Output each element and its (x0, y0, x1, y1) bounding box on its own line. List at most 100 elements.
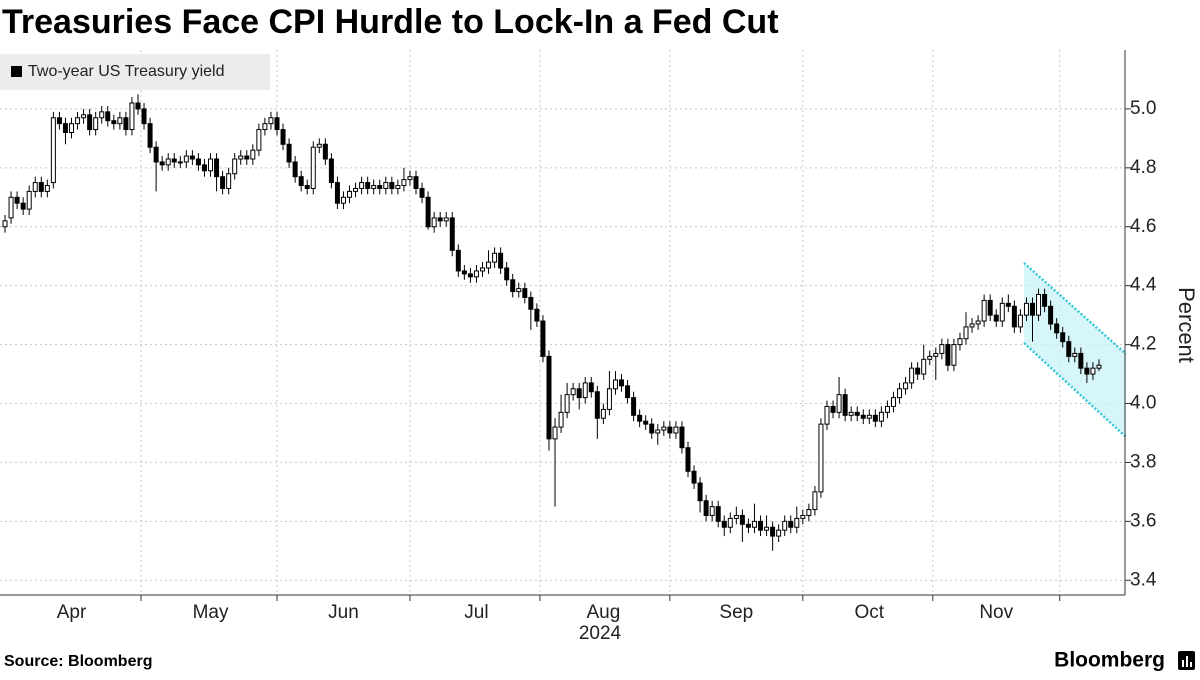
y-tick-label: 5.0 (1130, 98, 1156, 119)
brand-icon-bar (1182, 660, 1184, 667)
candle-body (884, 405, 890, 413)
candle-body (1048, 305, 1054, 325)
candle-body (347, 190, 353, 198)
y-tick-label: 3.6 (1130, 510, 1156, 531)
candle-body (655, 429, 661, 434)
candle-body (909, 367, 915, 384)
candle-body (897, 388, 903, 399)
candle-body (14, 196, 20, 204)
candle-body (830, 405, 836, 413)
candle-body (1060, 332, 1066, 343)
candle-body (69, 123, 75, 133)
candle-body (377, 185, 383, 189)
candle-body (20, 202, 26, 210)
x-tick-label: Jul (464, 602, 488, 623)
candle-body (1017, 314, 1023, 328)
candle-body (812, 491, 818, 511)
candle-body (806, 509, 812, 516)
candle-body (673, 426, 679, 434)
candle-body (8, 196, 14, 219)
candle-body (679, 426, 685, 449)
candle-body (135, 102, 141, 110)
candle-body (93, 117, 99, 131)
candle-body (201, 164, 207, 172)
candle-body (927, 355, 933, 360)
candle-body (1036, 294, 1042, 316)
candle-body (824, 405, 830, 425)
y-tick-label: 4.8 (1130, 157, 1156, 178)
candle-body (1042, 294, 1048, 307)
candle-body (739, 514, 745, 525)
candle-body (32, 182, 38, 192)
candle-body (208, 158, 214, 172)
candle-body (558, 411, 564, 428)
candle-body (111, 120, 117, 125)
candle-body (407, 176, 413, 181)
candle-body (159, 161, 165, 166)
candle-body (510, 279, 516, 293)
brand: Bloomberg (1054, 649, 1165, 672)
candle-body (340, 196, 346, 204)
candle-body (304, 185, 310, 189)
candle-body (498, 252, 504, 269)
candle-body (1090, 367, 1096, 375)
candle-body (220, 176, 226, 189)
x-tick-label: May (193, 602, 229, 623)
candle-body (588, 382, 594, 393)
candle-body (848, 411, 854, 416)
candle-body (38, 182, 44, 192)
candle-body (455, 249, 461, 272)
y-tick-label: 4.0 (1130, 393, 1156, 414)
candle-body (322, 143, 328, 160)
axes: 3.4 3.6 3.8 4.0 4.2 4.4 4.6 4.8 5.0 Apr May Jun Jul A… (57, 98, 1157, 623)
candle-body (56, 117, 62, 125)
candle-body (274, 117, 280, 131)
candle-body (99, 111, 105, 119)
candle-body (540, 320, 546, 357)
candle-body (697, 482, 703, 502)
candle-body (280, 129, 286, 145)
candle-body (939, 344, 945, 354)
candle-body (534, 308, 540, 322)
candle-body (709, 506, 715, 516)
candle-body (473, 270, 479, 278)
candle-body (256, 129, 262, 151)
candle-body (758, 520, 764, 531)
candle-body (860, 414, 866, 419)
x-tick-label: Aug (586, 602, 620, 623)
candles (2, 94, 1102, 551)
candle-body (576, 388, 582, 399)
candle-body (123, 117, 129, 131)
candle-body (1078, 352, 1084, 369)
candle-body (316, 143, 322, 148)
candle-body (105, 111, 111, 122)
candle-body (389, 182, 395, 189)
candle-body (721, 520, 727, 528)
candle-body (528, 296, 534, 310)
channel-top (1023, 262, 1127, 355)
candle-body (419, 187, 425, 198)
candle-body (594, 391, 600, 419)
candle-body (987, 299, 993, 316)
candle-body (44, 185, 50, 192)
candle-body (117, 117, 123, 125)
candle-body (788, 520, 794, 528)
candle-body (171, 158, 177, 163)
candle-body (1054, 323, 1060, 334)
candle-body (649, 423, 655, 434)
candle-body (461, 270, 467, 275)
channel-bottom (1023, 342, 1127, 438)
candle-body (87, 114, 93, 131)
candle-body (612, 379, 618, 390)
y-tick-label: 4.6 (1130, 216, 1156, 237)
candle-body (818, 423, 824, 493)
candle-body (189, 155, 195, 160)
candle-body (606, 388, 612, 410)
candle-body (619, 379, 625, 387)
candle-body (413, 176, 419, 189)
candle-body (2, 220, 8, 228)
candle-body (751, 520, 757, 528)
candle-body (141, 108, 147, 125)
candle-body (449, 217, 455, 251)
candle-body (401, 179, 407, 187)
